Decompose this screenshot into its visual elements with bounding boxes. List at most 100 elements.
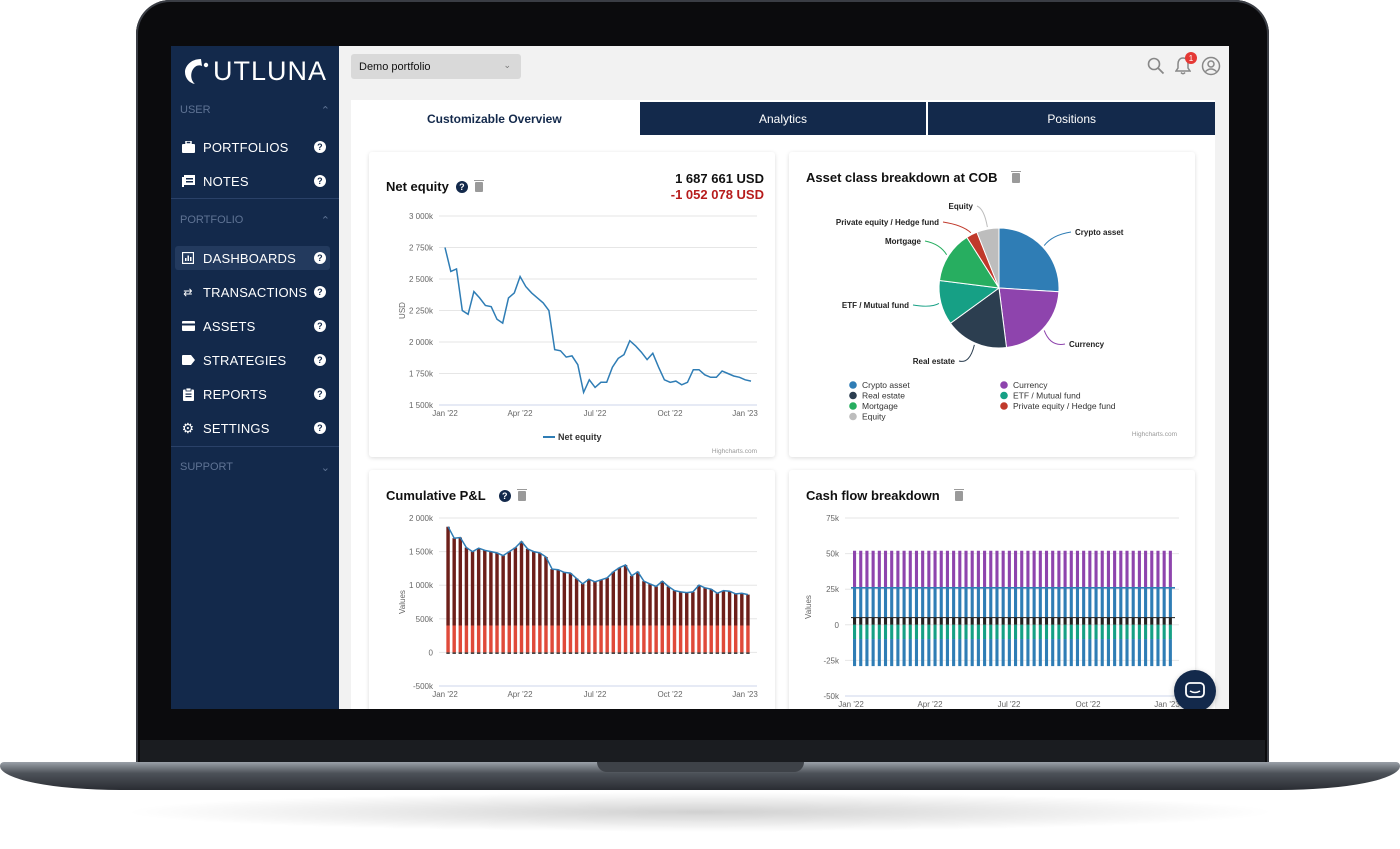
cash-bar-blue [952,639,956,667]
sidebar: UTLUNA USER ⌃ PORTFOLIOS ? NOTES ? PORTF… [171,46,339,709]
help-icon[interactable]: ? [455,180,468,193]
cash-bar-line-segment [896,587,900,618]
cash-bar-line-segment [1113,587,1117,618]
cash-bar-blue [1020,639,1024,667]
cash-bar-blue [921,639,925,667]
cash-bar-purple [927,550,931,588]
pie-connector [924,240,948,256]
pl-bar-negative [697,652,701,654]
pl-bar-base [458,625,463,653]
trash-icon[interactable] [516,488,527,501]
cash-bar-purple [1144,550,1148,588]
cash-bar-dark [877,617,881,625]
section-portfolio[interactable]: PORTFOLIO ⌃ [180,214,330,227]
sidebar-item-assets[interactable]: ASSETS ? [175,314,330,338]
cash-bar-dark [939,617,943,625]
help-icon[interactable]: ? [314,320,326,332]
help-icon[interactable]: ? [314,175,326,187]
cash-bar-dark [914,617,919,625]
cash-bar-dark [1125,617,1129,625]
pl-bar-base [715,625,720,653]
chat-button[interactable] [1174,670,1216,709]
trash-icon[interactable] [1011,170,1022,183]
cash-bar-line-segment [1069,587,1073,618]
help-icon[interactable]: ? [314,286,326,298]
cash-bar-line-segment [989,587,993,618]
tag-icon [181,353,195,367]
notifications-button[interactable]: 1 [1174,52,1197,80]
section-user[interactable]: USER ⌃ [180,104,330,117]
cash-bar-blue [853,639,857,667]
pl-bar-base [636,625,640,653]
sidebar-item-notes[interactable]: NOTES ? [175,169,330,193]
help-icon[interactable]: ? [314,422,326,434]
help-icon[interactable]: ? [498,489,511,502]
pl-bar [678,591,683,626]
cash-bar-purple [1113,550,1117,588]
sidebar-item-label: SETTINGS [203,420,270,436]
sidebar-item-portfolios[interactable]: PORTFOLIOS ? [175,135,330,159]
cash-bar-purple [1150,550,1154,588]
pl-bar [691,591,695,626]
pl-bar-negative [538,652,542,654]
cash-bar-line-segment [871,587,875,618]
portfolio-select[interactable]: Demo portfolio ⌄ [351,54,521,79]
tab-customizable-overview[interactable]: Customizable Overview [351,102,638,135]
cash-bar-line-segment [853,587,857,618]
cash-bar-blue [995,639,999,667]
pl-bar [562,572,567,626]
sidebar-item-reports[interactable]: REPORTS ? [175,382,330,406]
legend-label: Equity [862,412,886,422]
pl-bar-negative [709,652,713,654]
cash-bar-blue [871,639,875,667]
sidebar-item-dashboards[interactable]: DASHBOARDS ? [175,246,330,270]
help-icon[interactable]: ? [314,252,326,264]
pl-bar [556,569,560,626]
cash-bar-dark [883,617,888,625]
pie-connector [942,221,972,234]
cash-bar-purple [1075,550,1080,588]
cash-bar-dark [1063,617,1067,625]
pl-bar [629,575,634,626]
account-icon[interactable] [1201,56,1221,81]
pl-bar-negative [470,652,475,654]
tab-positions[interactable]: Positions [928,102,1216,135]
cash-bar-dark [964,617,968,625]
cash-bar-dark [1131,617,1135,625]
search-icon[interactable] [1147,57,1165,80]
pl-bar-base [574,625,579,653]
cash-bar-blue [1026,639,1030,667]
sidebar-item-transactions[interactable]: ⇄ TRANSACTIONS ? [175,280,330,304]
help-icon[interactable]: ? [314,354,326,366]
cash-bar-teal [1119,624,1123,640]
trash-icon[interactable] [953,488,964,501]
pl-bar-base [746,625,750,653]
cash-bar-purple [1094,550,1098,588]
legend-label: Mortgage [862,401,898,411]
sidebar-item-settings[interactable]: ⚙ SETTINGS ? [175,416,330,440]
cash-bar-dark [933,617,937,625]
section-support[interactable]: SUPPORT ⌄ [180,461,330,474]
card-asset-class: Asset class breakdown at COB Crypto asse… [789,152,1195,457]
cash-bar-line-segment [958,587,962,618]
sidebar-item-strategies[interactable]: STRATEGIES ? [175,348,330,372]
cash-bar-dark [989,617,993,625]
sidebar-item-label: REPORTS [203,386,268,402]
help-icon[interactable]: ? [314,388,326,400]
logo[interactable]: UTLUNA [183,54,327,88]
cash-bar-blue [1100,639,1104,667]
help-icon[interactable]: ? [314,141,326,153]
cash-bar-purple [1125,550,1129,588]
pl-bar-negative [666,652,671,654]
legend-label: Private equity / Hedge fund [1013,401,1116,411]
pie-connector [976,205,988,228]
card-net-equity: Net equity ? 1 687 661 USD -1 052 078 US… [369,152,775,457]
card-cumulative-pl: Cumulative P&L ? 2 000k 1 500k 1 000k 500k 0… [369,470,775,709]
y-tick-label: 0 [835,621,840,630]
tab-analytics[interactable]: Analytics [639,102,927,135]
chevron-up-icon: ⌃ [320,105,330,117]
sidebar-item-label: NOTES [203,173,249,189]
trash-icon[interactable] [473,179,484,192]
cash-bar-teal [933,624,937,640]
cash-bar-teal [964,624,968,640]
